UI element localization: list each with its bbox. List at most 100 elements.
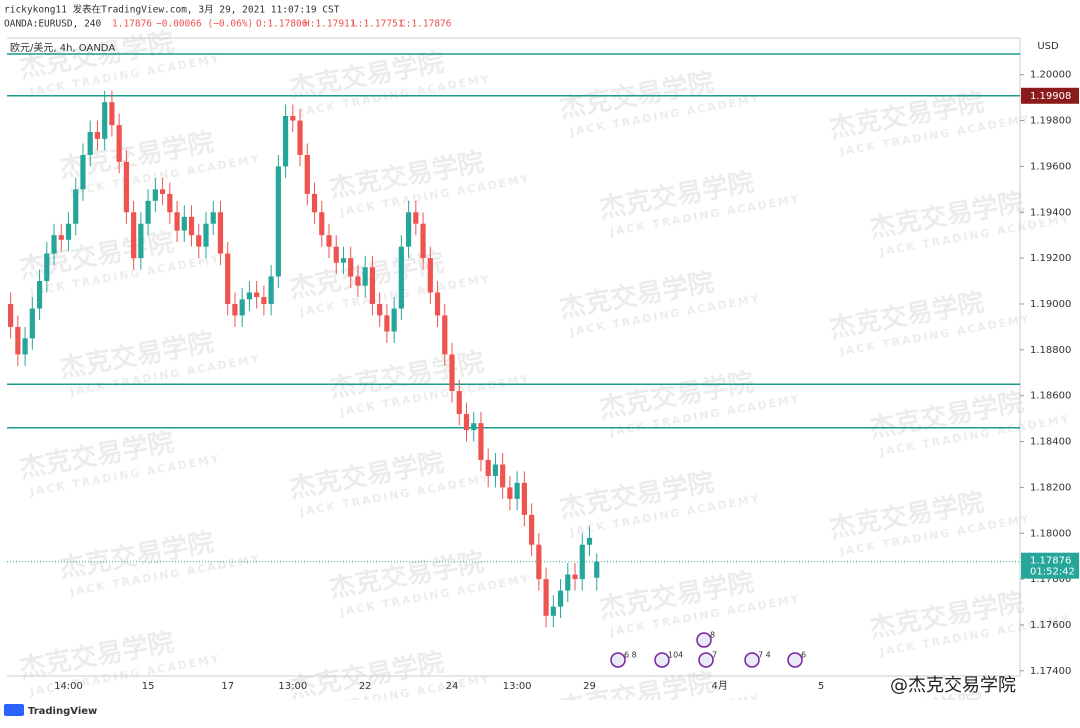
candle-body [44,253,50,282]
y-tick-label: 1.18800 [1030,345,1071,356]
candle-body [29,308,35,339]
candle-body [36,281,43,309]
candle-body [167,193,173,213]
candle-body [492,464,499,476]
candle-body [181,216,187,231]
y-tick-label: 1.17600 [1030,620,1071,631]
candle-body [275,166,281,277]
candle-body [586,537,593,545]
symbol: OANDA:EURUSD, 240 [4,19,102,30]
candle-body [116,125,122,162]
candle-body [362,267,368,286]
candle-body [210,212,216,224]
candle-body [188,216,195,236]
event-count: 6 8 [624,651,637,660]
event-icon [654,652,670,668]
candle-body [138,223,144,259]
event-count: 7 [712,651,717,660]
candle-body [261,297,267,304]
candle-body [268,276,274,304]
candle-body [456,391,462,415]
candle-body [550,606,556,616]
y-tick-label: 1.19200 [1030,253,1071,264]
event-icon [744,652,760,668]
event-icon [787,652,803,668]
y-tick-label: 1.19600 [1030,161,1071,172]
x-tick-label: 15 [142,681,155,692]
candle-body [254,292,260,298]
x-tick-label: 5 [818,681,824,692]
candle-body [15,326,21,355]
candle-body [348,258,354,277]
candle-body [65,223,72,240]
candle-body [565,574,571,591]
candle-body [8,303,14,327]
candle-body [427,258,433,293]
level-box [1021,87,1079,104]
candle-body [463,414,470,431]
candle-body [579,544,585,580]
candle-body [102,102,108,139]
candle-body [94,132,101,139]
candle-body [478,423,484,460]
y-tick-label: 1.19800 [1030,116,1071,127]
candle-body [51,235,57,254]
candle-body [442,315,448,355]
candle-body [282,115,289,167]
candle-body [529,514,535,545]
x-tick-label: 24 [446,681,459,692]
footer [0,700,1080,728]
candle-body [290,115,296,121]
x-tick-label: 13:00 [503,681,532,692]
brand: TradingView [28,706,97,717]
y-tick-label: 1.18600 [1030,391,1071,402]
author-line: rickykong11 发表在TradingView.com, 3月 29, 2… [4,4,340,16]
candle-body [557,590,564,607]
candle-body [87,132,93,155]
event-count: 6 [801,651,806,660]
candle-body [420,223,426,259]
candle-body [152,189,158,201]
event-count: 7 4 [758,651,771,660]
candle-body [405,212,412,247]
event-icon [698,652,714,668]
candle-body [80,154,86,190]
brand-logo [4,704,24,716]
candle-body [594,561,600,578]
ohlc-close: C:1.17876 [400,19,452,30]
candle-body [572,574,578,580]
candle-body [297,120,303,155]
candle-body [514,482,520,499]
candle-body [434,292,441,316]
event-icon [610,652,626,668]
candle-body [543,579,549,616]
candle-body [159,189,166,194]
candle-body [471,423,477,431]
x-tick-label: 17 [221,681,234,692]
candle-body [232,303,238,316]
event-icon [696,632,712,648]
candle-body [174,212,180,231]
candle-body [377,303,383,316]
candle-body [225,253,231,304]
x-tick-label: 4月 [712,680,728,692]
event-count: 104 [668,651,683,660]
y-tick-label: 1.18400 [1030,437,1071,448]
x-tick-label: 13:00 [278,681,307,692]
candle-body [413,212,419,224]
y-tick-label: 1.18000 [1030,528,1071,539]
candle-body [109,102,115,126]
candle-body [326,235,332,247]
currency: USD [1037,41,1059,52]
candle-body [333,246,339,263]
candle-body [384,315,390,332]
candle-body [58,235,64,240]
x-tick-label: 14:00 [54,681,83,692]
candle-body [196,235,202,247]
candle-body [536,544,542,580]
candle-body [449,354,455,392]
candle-body [500,464,506,488]
candle-body [304,154,310,194]
